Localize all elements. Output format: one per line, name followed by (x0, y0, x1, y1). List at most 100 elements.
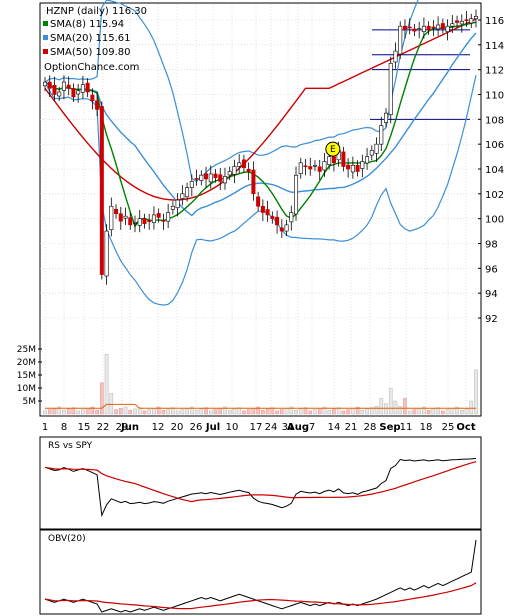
candle-body (256, 196, 261, 207)
volume-bar (289, 406, 294, 415)
obv-panel-label: OBV(20) (48, 534, 86, 544)
volume-bar (436, 407, 440, 415)
earnings-label: E (330, 145, 336, 155)
volume-bar (218, 408, 223, 415)
candle-body (80, 84, 85, 93)
candle-body (61, 81, 66, 91)
candle-body (185, 187, 190, 198)
volume-bar (298, 408, 303, 415)
sma8-line (44, 21, 477, 228)
volume-bar (393, 400, 398, 415)
volume-bar (213, 409, 218, 415)
date-tick-label: 25 (442, 422, 455, 433)
price-panel (39, 2, 482, 417)
volume-bar (190, 406, 194, 415)
volume-bar (303, 407, 308, 415)
candle-body (322, 161, 327, 171)
date-tick-label: 31 (282, 422, 295, 433)
price-tick-label: 104 (485, 165, 504, 176)
price-tick-label: 114 (485, 41, 504, 52)
candle-body (407, 26, 412, 29)
candle-body (47, 81, 52, 89)
candle-body (227, 171, 232, 176)
candle-body (189, 181, 194, 188)
volume-bar (374, 406, 379, 415)
obv-lines (44, 539, 477, 613)
volume-bar (57, 406, 62, 415)
candle-body (237, 162, 242, 167)
legend-swatch-sma8 (43, 21, 48, 26)
volume-tick-label: 10M (17, 384, 36, 394)
price-tick-label: 94 (485, 289, 498, 300)
sma20-line (44, 32, 477, 217)
obv-ma-line (44, 582, 477, 610)
volume-bar (62, 410, 66, 415)
volume-bar (379, 398, 384, 415)
candle-body (365, 156, 370, 164)
date-tick-label: 21 (345, 422, 358, 433)
candle-body (317, 166, 322, 172)
date-tick-label: Jul (205, 422, 220, 433)
candle-body (402, 25, 407, 31)
candle-body (417, 28, 422, 30)
candle-body (218, 174, 223, 182)
candle-body (90, 94, 95, 102)
watermark: OptionChance.com (44, 62, 139, 73)
volume-bar (265, 408, 270, 415)
price-tick-label: 96 (485, 264, 498, 275)
date-tick-label: 14 (328, 422, 341, 433)
candle-body (346, 164, 351, 170)
candle-body (208, 173, 213, 183)
volume-bar (422, 406, 426, 415)
date-tick-label: 20 (171, 422, 184, 433)
volume-tick-label: 20M (17, 358, 36, 368)
candle-body (151, 214, 156, 223)
volume-bar (407, 410, 412, 415)
candle-body (473, 15, 478, 20)
volume-bar (459, 410, 464, 415)
volume-bar (185, 408, 189, 415)
date-tick-label: Sep (379, 422, 400, 433)
volume-bar (403, 398, 407, 415)
candle-body (360, 161, 365, 169)
volume-bar (251, 408, 256, 415)
legend-sma8: SMA(8) 115.94 (50, 19, 124, 30)
volume-bar (142, 410, 147, 415)
volume-bar (412, 409, 417, 415)
volume-bar (95, 410, 99, 415)
candle-body (142, 218, 147, 224)
date-tick-label: 12 (152, 422, 165, 433)
candle-body (109, 205, 114, 230)
volume-bar (47, 409, 52, 415)
volume-bar (256, 406, 260, 415)
candle-body (279, 227, 284, 232)
volume-bar (308, 410, 313, 415)
volume-bar (109, 393, 114, 415)
volume-bar (166, 408, 170, 415)
volume-bar (246, 409, 251, 415)
candle-body (99, 106, 104, 275)
candle-body (199, 174, 204, 181)
candle-body (275, 216, 280, 226)
legend: SMA(8) 115.94 SMA(20) 115.61 SMA(50) 109… (43, 19, 139, 73)
candle-body (294, 174, 299, 215)
date-tick-label: 29 (116, 422, 129, 433)
volume-bars (43, 354, 478, 415)
volume-bar (388, 387, 393, 415)
candle-body (450, 23, 455, 27)
volume-bar (469, 400, 474, 415)
volume-bar (232, 408, 237, 415)
volume-bar (76, 410, 80, 415)
candle-body (222, 176, 227, 184)
candle-body (384, 112, 389, 123)
volume-bar (85, 408, 90, 415)
candle-body (241, 159, 246, 169)
price-tick-label: 116 (485, 16, 504, 27)
volume-bar (242, 410, 246, 415)
volume-bar (341, 410, 346, 415)
volume-bar (90, 406, 95, 415)
candle-body (388, 63, 393, 115)
price-tick-label: 92 (485, 314, 498, 325)
volume-bar (417, 408, 421, 415)
